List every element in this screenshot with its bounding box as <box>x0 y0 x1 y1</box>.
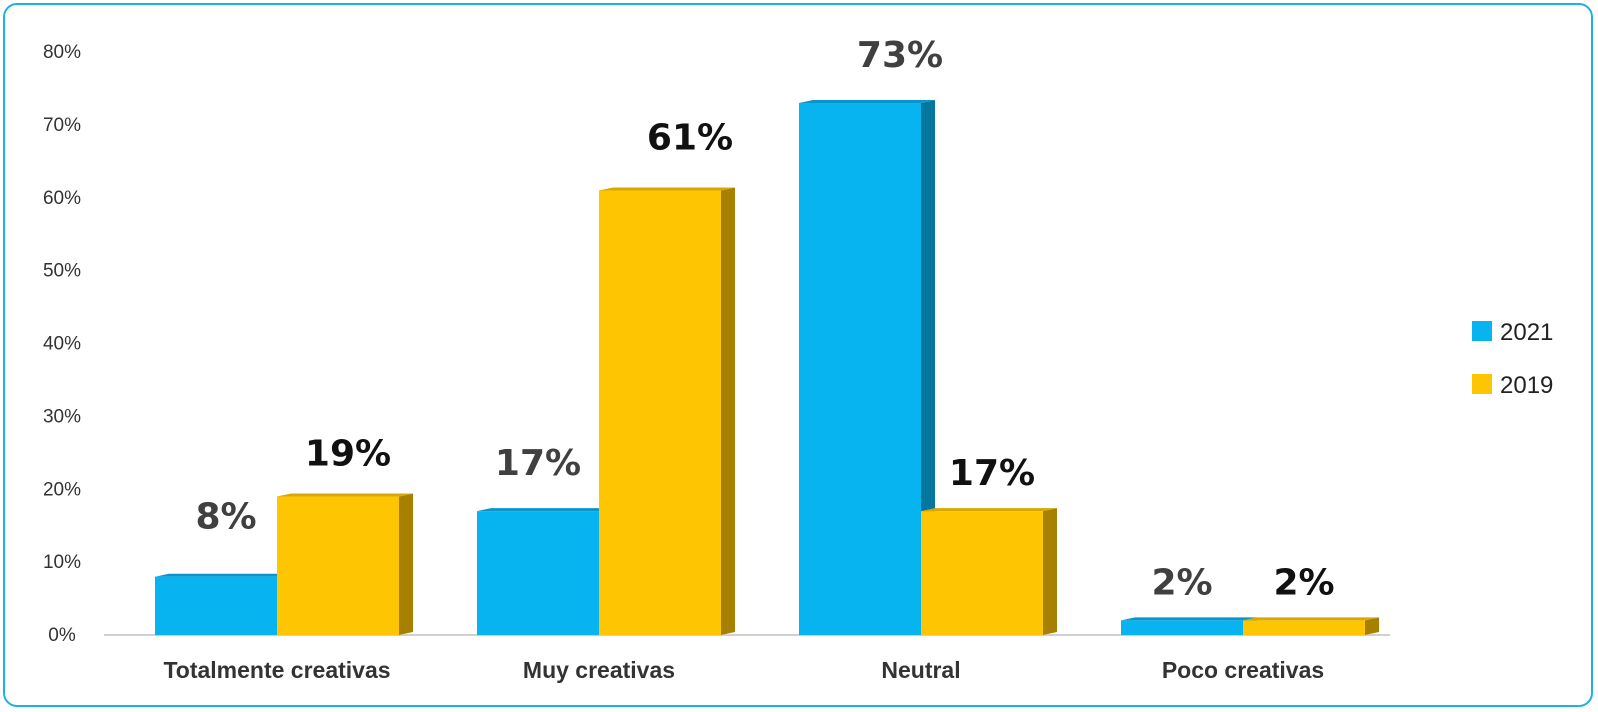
bar-2021 <box>799 103 921 635</box>
bar-2021 <box>155 576 277 635</box>
bar-2021 <box>1121 620 1243 635</box>
category-label: Neutral <box>881 657 960 683</box>
bar-2019 <box>277 496 399 635</box>
y-tick-label: 50% <box>43 261 81 282</box>
bar-top-2019 <box>921 508 1057 512</box>
y-tick-label: 30% <box>43 406 81 427</box>
bar-side-2019 <box>1365 617 1379 635</box>
data-label-2021: 2% <box>1151 562 1212 603</box>
bar-top-2021 <box>477 508 613 512</box>
bar-2019 <box>1243 620 1365 635</box>
y-axis: 0% 10% 20% 30% 40% 50% 60% 70% 80% <box>43 42 81 646</box>
bar-side-2019 <box>399 493 413 635</box>
data-label-2021: 73% <box>857 35 943 76</box>
legend-label: 2019 <box>1500 372 1553 399</box>
bar-2019 <box>599 190 721 635</box>
bar-top-2021 <box>1121 617 1257 621</box>
bar-side-2019 <box>1043 508 1057 635</box>
data-label-2019: 17% <box>949 453 1035 494</box>
data-label-2019: 19% <box>305 434 391 475</box>
bars-group <box>155 100 1379 635</box>
bar-2021 <box>477 511 599 635</box>
data-label-2019: 61% <box>647 117 733 158</box>
bar-top-2019 <box>599 187 735 191</box>
bar-top-2021 <box>799 100 935 104</box>
data-label-2021: 17% <box>495 443 581 484</box>
bar-top-2019 <box>1243 617 1379 621</box>
bar-side-2019 <box>721 187 735 635</box>
data-label-2021: 8% <box>195 497 256 538</box>
y-tick-label: 80% <box>43 42 81 63</box>
y-tick-label: 0% <box>48 625 76 646</box>
bar-top-2019 <box>277 493 413 497</box>
data-labels-group: 8% 19% 17% 61% 73% 17% 2% 2% <box>195 35 1334 603</box>
y-tick-label: 40% <box>43 334 81 355</box>
bar-side-2021 <box>921 100 935 635</box>
y-tick-label: 10% <box>43 552 81 573</box>
y-tick-label: 70% <box>43 115 81 136</box>
legend-label: 2021 <box>1500 319 1553 346</box>
category-label: Muy creativas <box>523 657 675 683</box>
category-label: Poco creativas <box>1162 657 1324 683</box>
y-tick-label: 60% <box>43 188 81 209</box>
legend-swatch-2021 <box>1472 321 1492 341</box>
y-tick-label: 20% <box>43 479 81 500</box>
data-label-2019: 2% <box>1273 562 1334 603</box>
legend: 2021 2019 <box>1472 319 1553 399</box>
legend-swatch-2019 <box>1472 374 1492 394</box>
category-labels-group: Totalmente creativas Muy creativas Neutral… <box>163 657 1324 683</box>
category-label: Totalmente creativas <box>163 657 390 683</box>
bar-2019 <box>921 511 1043 635</box>
bar-top-2021 <box>155 573 291 577</box>
